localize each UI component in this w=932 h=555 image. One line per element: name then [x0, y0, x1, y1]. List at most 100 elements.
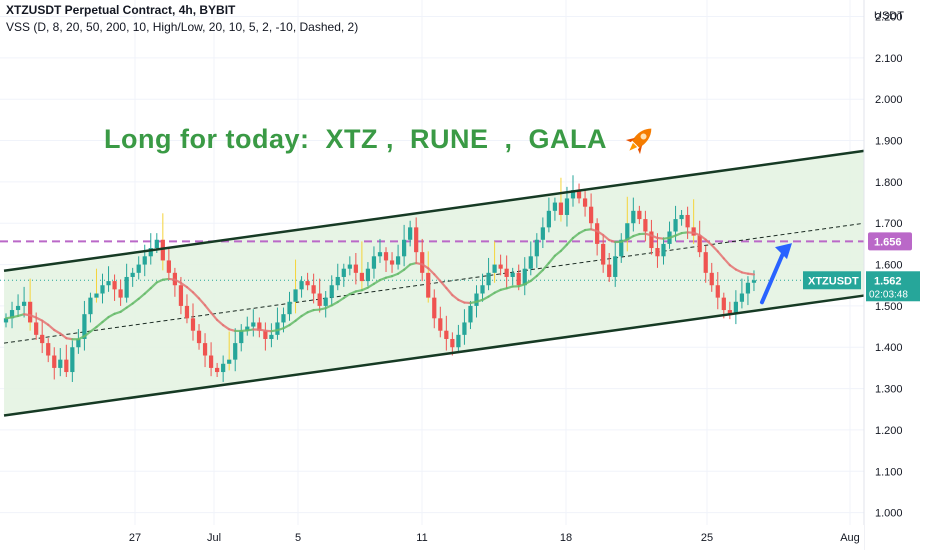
candle-body[interactable]: [28, 302, 32, 323]
candle-body[interactable]: [239, 331, 243, 343]
candle-body[interactable]: [16, 306, 20, 310]
candle-body[interactable]: [155, 240, 159, 248]
candle-body[interactable]: [679, 215, 683, 219]
candle-body[interactable]: [396, 256, 400, 264]
candle-body[interactable]: [583, 198, 587, 206]
indicator-title[interactable]: VSS (D, 8, 20, 50, 200, 10, High/Low, 20…: [6, 19, 358, 36]
candle-body[interactable]: [203, 343, 207, 355]
candle-body[interactable]: [287, 302, 291, 314]
candle-body[interactable]: [372, 256, 376, 268]
candle-body[interactable]: [686, 215, 690, 227]
candle-body[interactable]: [64, 360, 68, 372]
candle-body[interactable]: [565, 198, 569, 215]
candle-body[interactable]: [438, 318, 442, 330]
candle-body[interactable]: [547, 211, 551, 228]
candle-body[interactable]: [106, 281, 110, 285]
candle-body[interactable]: [468, 306, 472, 323]
candle-body[interactable]: [673, 219, 677, 231]
candle-body[interactable]: [88, 298, 92, 315]
candle-body[interactable]: [752, 280, 756, 282]
candle-body[interactable]: [34, 322, 38, 334]
candle-body[interactable]: [505, 269, 509, 277]
candle-body[interactable]: [486, 273, 490, 285]
candle-body[interactable]: [330, 285, 334, 297]
candle-body[interactable]: [179, 285, 183, 306]
candle-body[interactable]: [492, 265, 496, 273]
candle-body[interactable]: [661, 244, 665, 256]
candle-body[interactable]: [655, 248, 659, 256]
candle-body[interactable]: [112, 281, 116, 289]
candle-body[interactable]: [137, 265, 141, 273]
candle-body[interactable]: [499, 265, 503, 269]
candle-body[interactable]: [366, 269, 370, 281]
candle-body[interactable]: [474, 294, 478, 306]
candle-body[interactable]: [643, 219, 647, 231]
candle-body[interactable]: [595, 223, 599, 244]
candle-body[interactable]: [305, 281, 309, 285]
candle-body[interactable]: [613, 256, 617, 277]
candle-body[interactable]: [607, 265, 611, 277]
candle-body[interactable]: [40, 335, 44, 343]
candle-body[interactable]: [402, 240, 406, 257]
candle-body[interactable]: [269, 335, 273, 339]
candle-body[interactable]: [384, 252, 388, 260]
candle-body[interactable]: [450, 339, 454, 347]
candle-body[interactable]: [46, 343, 50, 355]
candle-body[interactable]: [233, 343, 237, 360]
candle-body[interactable]: [637, 211, 641, 219]
candle-body[interactable]: [559, 203, 563, 215]
candle-body[interactable]: [58, 360, 62, 368]
candle-body[interactable]: [529, 256, 533, 268]
candle-body[interactable]: [125, 277, 129, 298]
candle-body[interactable]: [197, 331, 201, 343]
candle-body[interactable]: [209, 356, 213, 368]
candle-body[interactable]: [462, 322, 466, 334]
candle-body[interactable]: [535, 240, 539, 257]
candle-body[interactable]: [432, 298, 436, 319]
candle-body[interactable]: [191, 318, 195, 330]
candle-body[interactable]: [161, 240, 165, 261]
candle-body[interactable]: [631, 211, 635, 223]
candle-body[interactable]: [553, 203, 557, 211]
candle-body[interactable]: [354, 265, 358, 273]
candle-body[interactable]: [601, 244, 605, 265]
candle-body[interactable]: [480, 285, 484, 293]
candle-body[interactable]: [318, 294, 322, 306]
candle-body[interactable]: [143, 256, 147, 264]
candle-body[interactable]: [414, 227, 418, 252]
candle-body[interactable]: [100, 285, 104, 293]
candle-body[interactable]: [625, 223, 629, 240]
candle-body[interactable]: [22, 302, 26, 306]
candle-body[interactable]: [746, 283, 750, 294]
candle-body[interactable]: [131, 273, 135, 277]
candle-body[interactable]: [52, 356, 56, 368]
candle-body[interactable]: [426, 273, 430, 298]
candle-body[interactable]: [698, 236, 702, 253]
candle-body[interactable]: [227, 360, 231, 364]
candle-body[interactable]: [541, 227, 545, 239]
candle-body[interactable]: [511, 273, 515, 277]
candle-body[interactable]: [716, 285, 720, 297]
candle-body[interactable]: [390, 260, 394, 264]
candle-body[interactable]: [221, 364, 225, 372]
candle-body[interactable]: [251, 322, 255, 326]
candle-body[interactable]: [589, 207, 593, 224]
candle-body[interactable]: [456, 335, 460, 347]
symbol-title[interactable]: XTZUSDT Perpetual Contract, 4h, BYBIT: [6, 2, 358, 19]
candle-body[interactable]: [312, 285, 316, 293]
candle-body[interactable]: [293, 289, 297, 301]
candle-body[interactable]: [94, 294, 98, 298]
candle-body[interactable]: [360, 273, 364, 281]
candle-body[interactable]: [70, 347, 74, 372]
candle-body[interactable]: [299, 281, 303, 289]
candle-body[interactable]: [281, 314, 285, 322]
candle-body[interactable]: [378, 252, 382, 256]
candle-body[interactable]: [118, 289, 122, 297]
candle-body[interactable]: [722, 298, 726, 310]
candle-body[interactable]: [710, 273, 714, 285]
candle-body[interactable]: [336, 277, 340, 285]
candle-body[interactable]: [408, 227, 412, 239]
candle-body[interactable]: [324, 298, 328, 306]
